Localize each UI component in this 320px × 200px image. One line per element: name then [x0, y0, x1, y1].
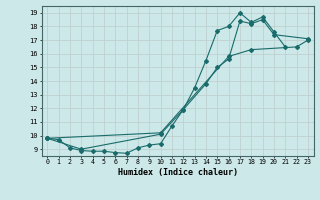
- X-axis label: Humidex (Indice chaleur): Humidex (Indice chaleur): [118, 168, 237, 177]
